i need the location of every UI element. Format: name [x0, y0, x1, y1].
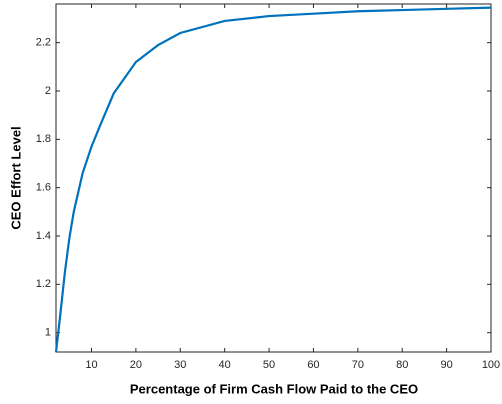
x-tick-label: 50 — [263, 359, 275, 371]
x-axis-label: Percentage of Firm Cash Flow Paid to the… — [130, 381, 418, 396]
y-tick-label: 1.8 — [36, 133, 51, 145]
plot-area — [55, 3, 492, 353]
y-tick-label: 1 — [45, 327, 51, 339]
x-tick-label: 70 — [352, 359, 364, 371]
x-tick-label: 60 — [307, 359, 319, 371]
x-tick-label: 100 — [482, 359, 500, 371]
y-tick-label: 2.2 — [36, 37, 51, 49]
y-tick-label: 1.2 — [36, 278, 51, 290]
x-tick-label: 90 — [440, 359, 452, 371]
x-tick-label: 20 — [130, 359, 142, 371]
x-tick-label: 10 — [85, 359, 97, 371]
line-series — [54, 6, 492, 353]
x-tick-label: 80 — [396, 359, 408, 371]
x-tick-label: 40 — [219, 359, 231, 371]
x-tick-label: 30 — [174, 359, 186, 371]
y-tick-label: 2 — [45, 85, 51, 97]
y-tick-label: 1.6 — [36, 182, 51, 194]
y-axis-label: CEO Effort Level — [8, 126, 23, 229]
y-tick-label: 1.4 — [36, 230, 51, 242]
